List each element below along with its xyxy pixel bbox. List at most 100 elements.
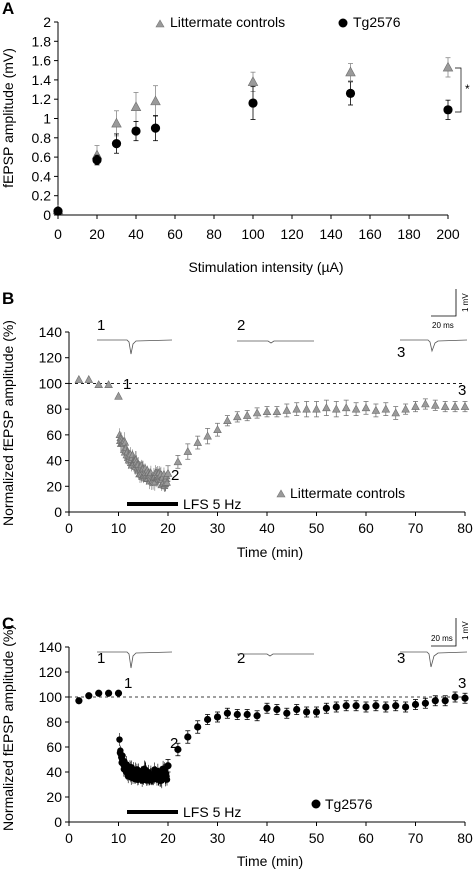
- baseline-point: [74, 374, 84, 383]
- lfs-point: [116, 736, 123, 743]
- panel-a-legend: Littermate controls Tg2576: [155, 14, 401, 30]
- x-tick-label: 0: [65, 830, 73, 846]
- y-tick-label: 60: [46, 739, 62, 755]
- panel-b-legend-marker: [276, 489, 286, 498]
- scale-bar: [431, 618, 457, 647]
- y-tick-label: 1.2: [32, 91, 52, 107]
- y-tick-label: 100: [39, 375, 63, 391]
- data-point: [282, 405, 292, 414]
- x-tick-label: 120: [280, 226, 304, 242]
- trace-3: [400, 339, 468, 353]
- panel-b-point-labels: 1 2 3: [123, 376, 466, 484]
- x-tick-label: 0: [65, 520, 73, 536]
- y-tick-label: 0: [43, 207, 51, 223]
- scale-bar-time: 20 ms: [432, 321, 454, 330]
- data-point: [184, 733, 192, 741]
- legend-label-tg: Tg2576: [353, 14, 401, 30]
- panel-a-marks: [52, 57, 454, 216]
- lfs-point: [163, 478, 171, 486]
- data-point: [362, 703, 370, 711]
- data-point: [460, 401, 470, 410]
- data-point: [204, 715, 212, 724]
- y-tick-label: 0: [54, 504, 62, 520]
- y-tick-label: 0.8: [32, 130, 52, 146]
- panel-b: B 0 20 40 60 80 100 120 140 0 10 20 30 40 50 60 70 80 Ti…: [0, 289, 473, 560]
- panel-c-stimulus: LFS 5 Hz: [127, 804, 241, 820]
- data-point: [411, 401, 420, 410]
- data-point-circle: [131, 126, 141, 136]
- scale-bar-voltage: 1 mV: [461, 621, 470, 640]
- y-tick-label: 1: [43, 111, 51, 127]
- x-tick-label: 80: [206, 226, 222, 242]
- data-point-circle: [150, 123, 161, 133]
- panel-a-ticks: 00.20.40.60.811.21.41.61.820 20 40 60 80 100 1…: [32, 14, 460, 242]
- panel-c-letter: C: [2, 614, 14, 633]
- scale-bar-voltage: 1 mV: [461, 293, 470, 312]
- data-point: [331, 404, 341, 413]
- y-tick-label: 40: [46, 453, 62, 469]
- panel-c-marks: [75, 689, 469, 789]
- panel-c-legend-label: Tg2576: [325, 796, 373, 812]
- data-point: [402, 703, 410, 711]
- x-tick-label: 200: [436, 226, 460, 242]
- baseline-point: [104, 380, 113, 389]
- panel-b-letter: B: [2, 289, 14, 308]
- x-tick-label: 10: [111, 830, 127, 846]
- data-point-circle: [92, 155, 102, 165]
- data-point: [243, 710, 251, 719]
- point-label-1: 1: [124, 675, 132, 692]
- data-point: [163, 468, 173, 477]
- y-tick-label: 100: [39, 689, 63, 705]
- point-label-1: 1: [123, 376, 131, 393]
- y-tick-label: 140: [39, 639, 63, 655]
- data-point: [352, 702, 360, 710]
- trace-label-3: 3: [397, 650, 405, 667]
- panel-b-stimulus: LFS 5 Hz: [127, 496, 241, 512]
- data-point-triangle: [150, 95, 161, 106]
- trace-label-1: 1: [97, 650, 105, 667]
- baseline-point: [95, 689, 103, 697]
- data-point: [173, 457, 183, 466]
- data-point: [252, 408, 262, 417]
- y-tick-label: 60: [46, 427, 62, 443]
- x-tick-label: 0: [54, 226, 62, 242]
- lfs-label: LFS 5 Hz: [183, 496, 241, 512]
- x-tick-label: 50: [309, 520, 325, 536]
- panel-b-legend-label: Littermate controls: [290, 485, 405, 501]
- trace-1: [97, 651, 173, 669]
- data-point: [164, 762, 172, 770]
- baseline-point: [114, 391, 123, 400]
- significance-star: *: [465, 82, 470, 96]
- data-point: [392, 702, 400, 710]
- y-tick-label: 120: [39, 664, 63, 680]
- data-point-triangle: [345, 66, 356, 77]
- data-point: [430, 400, 440, 409]
- data-point-triangle: [111, 117, 122, 128]
- x-tick-label: 80: [457, 830, 473, 846]
- panel-c-point-labels: 1 2 3: [124, 675, 466, 752]
- data-point: [194, 723, 202, 731]
- x-tick-label: 140: [319, 226, 343, 242]
- data-point-triangle: [247, 76, 259, 86]
- lfs-point: [119, 752, 126, 759]
- y-tick-label: 1.6: [32, 53, 52, 69]
- data-point: [421, 399, 430, 408]
- panel-b-ylabel: Normalized fEPSP amplitude (%): [0, 320, 16, 526]
- trace-label-2: 2: [237, 650, 245, 667]
- data-point-circle: [248, 98, 258, 108]
- point-label-2: 2: [170, 735, 178, 752]
- data-point: [203, 431, 212, 440]
- x-tick-label: 60: [167, 226, 183, 242]
- panel-c-legend-marker: [311, 799, 321, 809]
- x-tick-label: 100: [241, 226, 265, 242]
- legend-circle-marker: [338, 18, 348, 28]
- data-point: [283, 709, 291, 717]
- scale-bar: [431, 289, 457, 317]
- data-point-triangle: [442, 61, 454, 72]
- data-point: [401, 404, 410, 413]
- data-point: [421, 699, 429, 707]
- data-point: [303, 708, 311, 716]
- data-point: [381, 404, 391, 413]
- x-tick-label: 20: [160, 520, 176, 536]
- panel-a-xlabel: Stimulation intensity (µA): [188, 259, 343, 275]
